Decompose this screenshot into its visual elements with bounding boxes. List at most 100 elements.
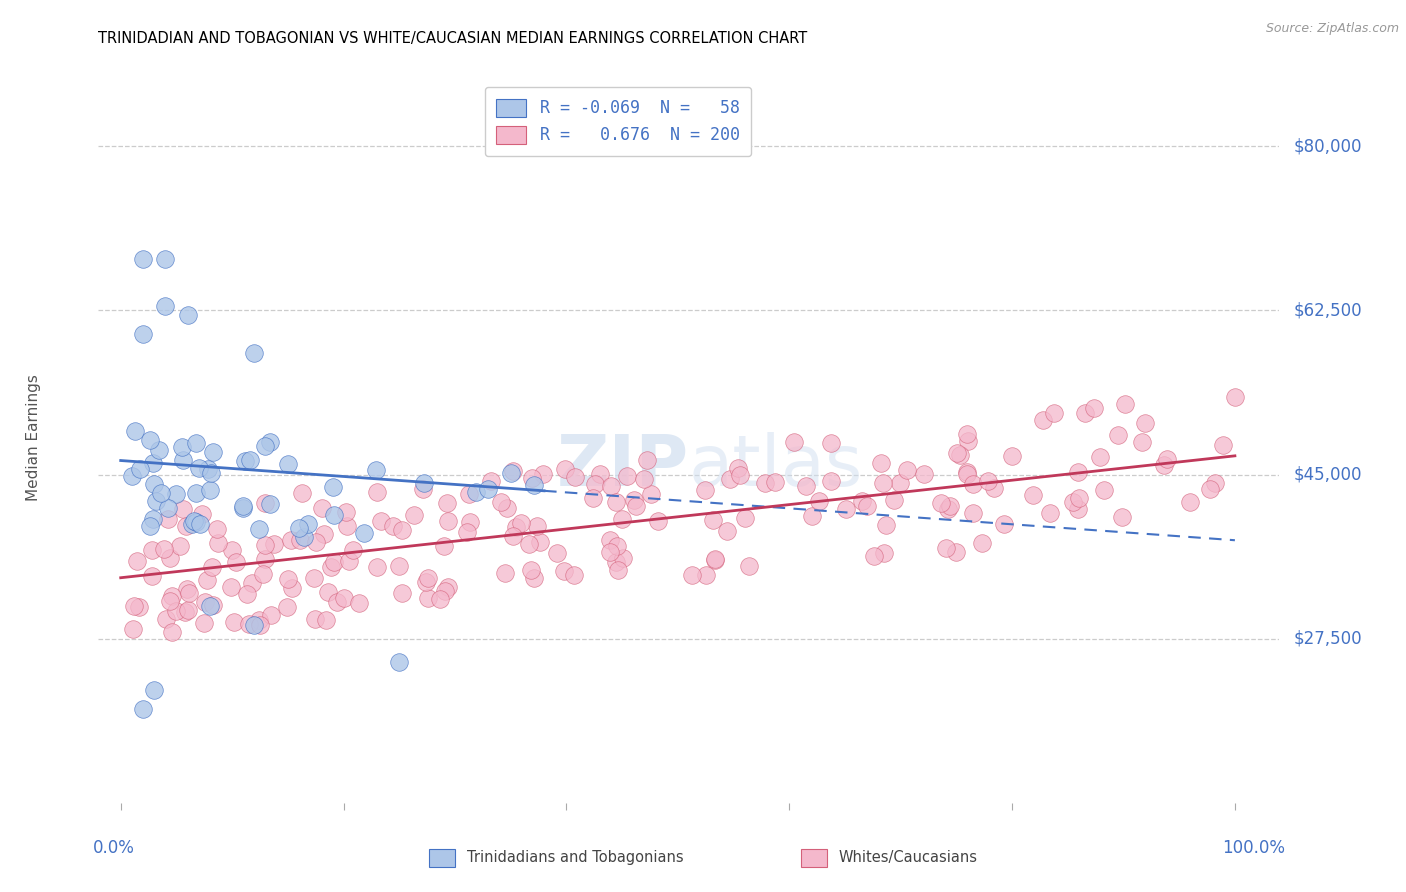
Point [143, 683, 166, 698]
Point [157, 512, 180, 526]
Point [176, 582, 198, 596]
Point [143, 477, 166, 491]
Point [150, 486, 173, 500]
Point [353, 525, 375, 540]
Point [429, 592, 451, 607]
Point [174, 518, 197, 533]
Point [305, 534, 328, 549]
Point [553, 564, 575, 578]
Text: $80,000: $80,000 [1294, 137, 1362, 155]
Point [186, 436, 208, 450]
Point [1130, 434, 1153, 449]
Point [321, 560, 343, 574]
Point [458, 515, 481, 529]
Point [929, 496, 952, 510]
Point [702, 513, 724, 527]
Point [983, 481, 1005, 495]
Point [312, 527, 335, 541]
Point [962, 476, 984, 491]
Point [263, 536, 285, 550]
Text: Median Earnings: Median Earnings [25, 374, 41, 500]
Point [157, 501, 180, 516]
Text: $45,000: $45,000 [1294, 466, 1362, 483]
Point [704, 551, 727, 566]
Point [956, 465, 979, 479]
Point [388, 655, 411, 669]
Point [205, 523, 228, 537]
Point [1001, 449, 1024, 463]
Point [1022, 488, 1045, 502]
Point [526, 519, 548, 533]
Point [198, 483, 221, 497]
Point [589, 467, 612, 481]
Point [599, 533, 621, 547]
Point [437, 580, 460, 594]
Point [695, 568, 717, 582]
Point [221, 542, 243, 557]
Point [342, 542, 364, 557]
Point [322, 480, 344, 494]
Point [165, 487, 187, 501]
Point [129, 462, 152, 476]
Point [247, 522, 270, 536]
Point [177, 585, 200, 599]
Point [737, 559, 759, 574]
Point [180, 517, 202, 532]
Point [624, 499, 647, 513]
Point [254, 538, 277, 552]
Point [388, 559, 411, 574]
Point [201, 560, 224, 574]
Point [783, 435, 806, 450]
Point [177, 603, 200, 617]
Point [159, 551, 181, 566]
Point [302, 571, 325, 585]
Point [647, 514, 669, 528]
Point [681, 568, 703, 582]
Point [132, 326, 155, 341]
Point [233, 454, 256, 468]
Point [479, 474, 502, 488]
Point [1074, 406, 1097, 420]
Point [243, 617, 266, 632]
Point [502, 464, 524, 478]
Point [716, 524, 738, 538]
Legend: R = -0.069  N =   58, R =   0.676  N = 200: R = -0.069 N = 58, R = 0.676 N = 200 [485, 87, 751, 156]
Point [191, 507, 214, 521]
Point [612, 551, 634, 566]
Point [562, 568, 585, 582]
Point [364, 463, 387, 477]
Text: 0.0%: 0.0% [93, 839, 135, 857]
Point [820, 474, 842, 488]
Point [505, 520, 527, 534]
Point [336, 519, 359, 533]
Point [176, 308, 198, 322]
Point [1107, 427, 1129, 442]
Point [509, 516, 531, 531]
Point [437, 515, 460, 529]
Point [259, 607, 281, 622]
Point [623, 492, 645, 507]
Point [936, 502, 959, 516]
Point [247, 613, 270, 627]
Point [434, 583, 457, 598]
Point [148, 443, 170, 458]
Point [193, 615, 215, 630]
Point [236, 587, 259, 601]
Point [495, 500, 517, 515]
Point [188, 517, 211, 532]
Point [416, 571, 439, 585]
Point [1212, 438, 1234, 452]
Point [304, 611, 326, 625]
Point [734, 510, 756, 524]
Point [1135, 416, 1157, 430]
Point [416, 591, 439, 605]
Point [808, 494, 831, 508]
Point [141, 569, 163, 583]
Text: ZIP: ZIP [557, 432, 689, 500]
Point [957, 434, 980, 448]
Point [172, 453, 194, 467]
Point [956, 467, 979, 481]
Point [605, 555, 627, 569]
Point [259, 435, 281, 450]
Point [1156, 452, 1178, 467]
